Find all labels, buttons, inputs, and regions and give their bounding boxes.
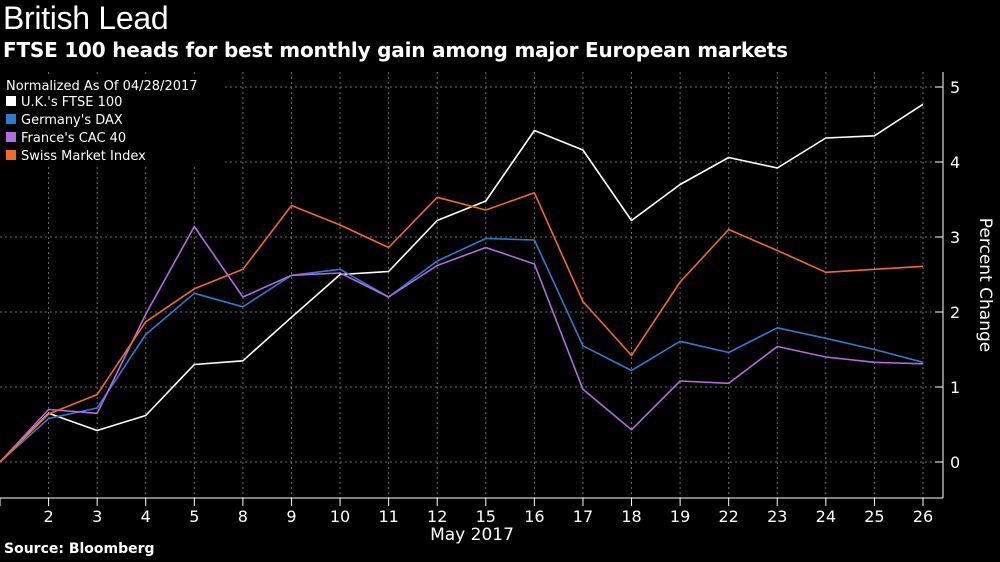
- legend-entry: Germany's DAX: [21, 113, 123, 128]
- legend-background: [0, 74, 222, 164]
- x-tick-label: 22: [719, 507, 739, 526]
- x-tick-label: 18: [621, 507, 641, 526]
- y-axis-label: Percent Change: [975, 218, 995, 352]
- series-line-2: [0, 225, 924, 463]
- x-tick-label: 5: [189, 507, 199, 526]
- legend-swatch: [6, 114, 16, 124]
- legend-entry: U.K.'s FTSE 100: [21, 95, 122, 110]
- series-line-3: [0, 192, 924, 463]
- x-tick-label: 10: [330, 507, 350, 526]
- x-tick-label: 8: [238, 507, 248, 526]
- x-tick-label: 24: [816, 507, 836, 526]
- y-tick-label: 2: [950, 303, 960, 322]
- y-tick-label: 3: [950, 228, 960, 247]
- legend-entry: Swiss Market Index: [21, 149, 146, 164]
- x-tick-label: 26: [913, 507, 933, 526]
- x-tick-label: 3: [92, 507, 102, 526]
- series-line-0: [0, 103, 924, 463]
- x-tick-label: 19: [670, 507, 690, 526]
- legend-title: Normalized As Of 04/28/2017: [6, 79, 198, 94]
- y-tick-label: 1: [950, 378, 960, 397]
- x-tick-label: 16: [524, 507, 544, 526]
- x-tick-label: 9: [286, 507, 296, 526]
- x-tick-label: 4: [141, 507, 151, 526]
- y-tick-label: 5: [950, 78, 960, 97]
- x-tick-label: 15: [476, 507, 496, 526]
- y-tick-label: 4: [950, 153, 960, 172]
- series-line-1: [0, 237, 924, 463]
- x-axis-label: May 2017: [430, 525, 514, 545]
- chart-title: British Lead: [3, 0, 169, 36]
- legend-swatch: [6, 132, 16, 142]
- y-tick-label: 0: [950, 453, 960, 472]
- source-note: Source: Bloomberg: [4, 541, 155, 557]
- x-tick-label: 2: [43, 507, 53, 526]
- legend-entry: France's CAC 40: [21, 131, 126, 146]
- x-tick-label: 23: [767, 507, 787, 526]
- legend-swatch: [6, 150, 16, 160]
- series-lines: [0, 103, 924, 463]
- legend-swatch: [6, 96, 16, 106]
- x-tick-label: 17: [573, 507, 593, 526]
- x-tick-label: 11: [378, 507, 398, 526]
- x-tick-label: 12: [427, 507, 447, 526]
- chart-subtitle: FTSE 100 heads for best monthly gain amo…: [3, 38, 788, 62]
- legend: Normalized As Of 04/28/2017 U.K.'s FTSE …: [0, 74, 222, 164]
- x-tick-label: 25: [864, 507, 884, 526]
